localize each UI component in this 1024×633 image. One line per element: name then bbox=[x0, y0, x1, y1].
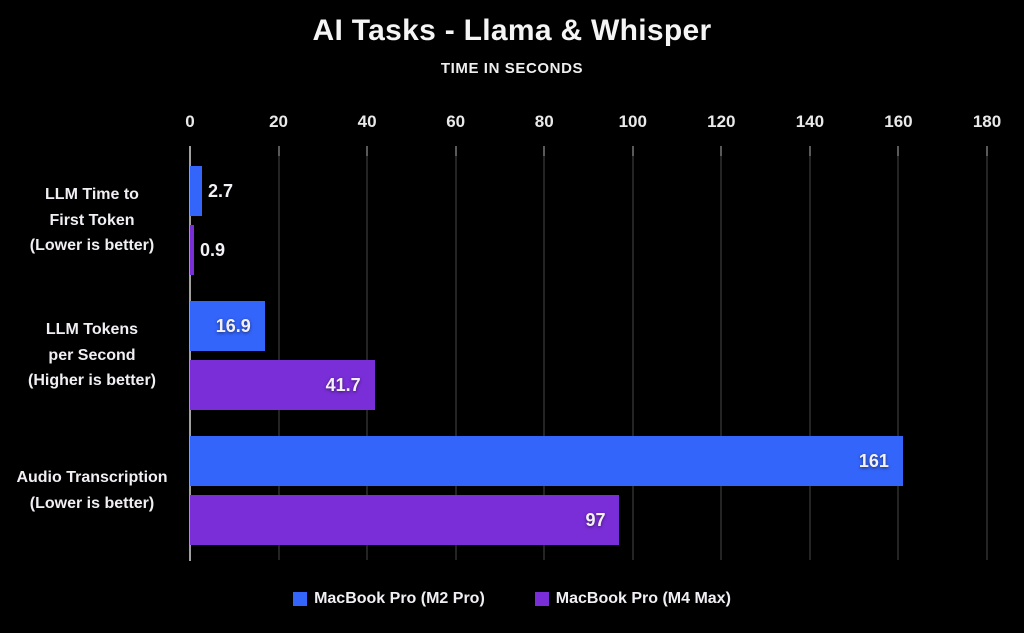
axis-line bbox=[189, 146, 191, 561]
axis-label-40: 40 bbox=[357, 112, 377, 131]
gridline-40 bbox=[366, 156, 369, 560]
gridline-20 bbox=[277, 156, 280, 560]
axis-label-160: 160 bbox=[884, 112, 913, 131]
category-label-1: LLM Tokens per Second (Higher is better) bbox=[27, 320, 156, 390]
axis-tick-180 bbox=[986, 146, 988, 156]
bar-macbook-pro-m2-pro-0 bbox=[190, 166, 202, 216]
axis-label-20: 20 bbox=[269, 112, 289, 131]
legend-item-m2-pro: MacBook Pro (M2 Pro) bbox=[293, 590, 485, 608]
bar-macbook-pro-m4-max-2 bbox=[190, 495, 620, 545]
gridline-140 bbox=[808, 156, 811, 560]
gridline-160 bbox=[897, 156, 900, 560]
axis-tick-40 bbox=[366, 146, 369, 156]
gridline-180 bbox=[986, 156, 988, 560]
legend-label-m4-max: MacBook Pro (M4 Max) bbox=[555, 590, 731, 607]
legend-swatch-m2-pro bbox=[293, 592, 308, 606]
gridline-100 bbox=[631, 156, 634, 560]
gridline-80 bbox=[543, 156, 546, 560]
chart-title: AI Tasks - Llama & Whisper bbox=[312, 14, 712, 47]
bar-macbook-pro-m4-max-0 bbox=[190, 225, 194, 275]
axis-label-100: 100 bbox=[618, 112, 647, 131]
category-label-2: Audio Transcription (Lower is better) bbox=[16, 468, 168, 512]
axis-tick-120 bbox=[720, 146, 723, 156]
bar-value-macbook-pro-m4-max-1: 41.7 bbox=[325, 375, 361, 395]
axis-tick-160 bbox=[897, 146, 900, 156]
bar-value-macbook-pro-m4-max-0: 0.9 bbox=[199, 240, 226, 260]
axis-label-120: 120 bbox=[707, 112, 736, 131]
legend-label-m2-pro: MacBook Pro (M2 Pro) bbox=[314, 590, 485, 607]
axis-label-140: 140 bbox=[795, 112, 825, 131]
bar-value-macbook-pro-m4-max-2: 97 bbox=[585, 510, 606, 530]
legend: MacBook Pro (M2 Pro) MacBook Pro (M4 Max… bbox=[0, 590, 1024, 608]
axis-tick-60 bbox=[454, 146, 457, 156]
category-label-0: LLM Time to First Token (Lower is better… bbox=[29, 185, 155, 255]
bar-value-macbook-pro-m2-pro-0: 2.7 bbox=[207, 181, 233, 201]
bar-value-macbook-pro-m2-pro-2: 161 bbox=[858, 451, 889, 471]
bar-macbook-pro-m4-max-1 bbox=[190, 360, 375, 410]
axis-label-80: 80 bbox=[534, 112, 554, 131]
legend-item-m4-max: MacBook Pro (M4 Max) bbox=[534, 590, 731, 608]
gridline-120 bbox=[720, 156, 723, 560]
axis-label-60: 60 bbox=[446, 112, 466, 131]
bar-macbook-pro-m2-pro-2 bbox=[190, 436, 903, 486]
axis-label-0: 0 bbox=[185, 112, 195, 131]
axis-tick-80 bbox=[543, 146, 546, 156]
bar-value-macbook-pro-m2-pro-1: 16.9 bbox=[215, 316, 251, 336]
axis-label-180: 180 bbox=[972, 112, 1002, 131]
legend-swatch-m4-max bbox=[534, 592, 549, 606]
gridline-60 bbox=[454, 156, 457, 560]
axis-tick-100 bbox=[631, 146, 634, 156]
axis-tick-140 bbox=[808, 146, 811, 156]
chart-subtitle: TIME IN SECONDS bbox=[440, 60, 584, 77]
axis-tick-20 bbox=[277, 146, 280, 156]
bar-macbook-pro-m2-pro-1 bbox=[190, 301, 265, 351]
